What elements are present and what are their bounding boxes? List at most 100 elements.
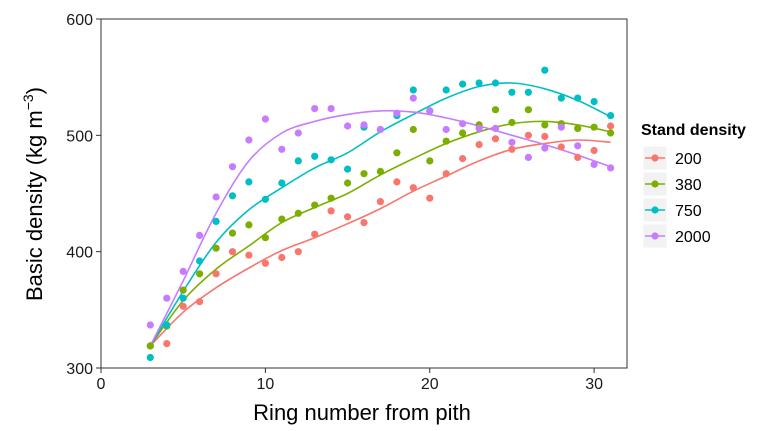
data-point-380 [426,157,434,165]
data-point-2000 [508,138,516,146]
legend-label: 380 [675,177,702,194]
legend-item-750: 750 [642,197,702,223]
data-point-750 [491,79,500,87]
data-point-200 [508,145,516,153]
legend-key-point [651,180,659,188]
data-point-200 [607,122,615,130]
data-point-200 [491,135,500,143]
y-tick-label: 400 [66,245,93,262]
data-point-380 [508,118,516,127]
data-point-380 [294,209,302,217]
data-point-750 [311,152,319,160]
data-point-380 [541,121,549,129]
y-axis-title-main: Basic density (kg m [22,110,47,301]
legend-key-point [651,232,659,240]
data-point-2000 [146,321,154,329]
data-point-750 [163,321,171,329]
data-point-750 [278,179,286,187]
data-point-380 [179,286,187,294]
data-point-380 [146,342,154,350]
data-point-380 [327,194,335,202]
y-axis-title: Basic density (kg m−3) [20,87,47,301]
data-point-750 [261,195,269,203]
data-point-200 [327,207,335,215]
legend-title: Stand density [641,122,746,139]
data-point-750 [557,94,565,102]
data-point-750 [590,98,598,106]
data-point-380 [442,137,450,145]
data-point-2000 [196,231,204,239]
data-point-200 [574,153,582,161]
data-point-200 [541,132,549,141]
data-point-380 [590,123,598,131]
data-point-380 [344,179,352,187]
data-point-2000 [327,105,335,113]
legend-label: 200 [675,151,702,168]
data-point-200 [475,141,483,149]
data-point-2000 [426,107,434,115]
data-point-2000 [344,122,352,130]
data-point-200 [360,219,368,227]
data-point-380 [245,221,253,229]
data-point-2000 [376,125,384,134]
axis-ticks: 0 10 20 30 300 400 500 600 [66,12,603,393]
data-point-750 [541,66,549,74]
data-point-200 [409,184,417,192]
data-point-380 [311,201,319,209]
data-point-750 [459,80,467,88]
data-point-200 [212,270,220,278]
data-point-750 [574,94,582,102]
legend: Stand density 200 380 750 2000 [641,122,746,249]
data-point-200 [278,253,286,262]
data-point-2000 [245,136,253,144]
data-point-2000 [311,105,319,113]
data-point-200 [344,213,352,221]
data-point-380 [261,234,269,242]
legend-key-point [651,154,659,162]
data-point-750 [245,178,253,186]
data-point-200 [294,248,302,256]
data-point-2000 [360,121,368,129]
data-point-750 [475,79,483,87]
data-point-2000 [491,124,500,132]
data-point-200 [261,259,269,267]
data-point-200 [376,198,384,206]
legend-key-point [651,206,659,214]
legend-items: 200 380 750 2000 [642,145,711,249]
data-point-2000 [278,145,286,153]
data-point-380 [212,244,220,252]
data-point-2000 [393,109,401,117]
data-point-750 [344,165,352,173]
data-point-2000 [409,94,417,102]
data-point-200 [393,178,401,186]
data-point-200 [590,146,598,155]
data-point-380 [278,215,286,223]
data-point-750 [327,156,335,164]
data-point-2000 [459,120,467,128]
data-point-750 [409,86,417,94]
data-point-750 [146,353,154,362]
data-point-2000 [261,115,269,123]
fit-line-2000 [149,109,611,347]
y-tick-label: 600 [66,12,93,29]
data-point-380 [524,106,533,114]
data-point-750 [179,294,187,302]
data-point-750 [228,192,237,200]
data-points [146,66,615,362]
data-point-750 [607,112,615,120]
data-point-200 [163,340,171,348]
data-point-200 [228,248,237,256]
data-point-380 [196,270,204,278]
legend-item-2000: 2000 [642,223,711,249]
data-point-200 [426,194,434,202]
data-point-2000 [541,144,549,152]
data-point-380 [360,170,368,178]
data-point-380 [491,106,500,114]
legend-item-380: 380 [642,171,702,197]
x-axis-title: Ring number from pith [253,400,471,425]
data-point-750 [196,257,204,265]
y-tick-label: 500 [66,128,93,145]
data-point-2000 [212,193,220,201]
data-point-2000 [179,267,187,275]
data-point-2000 [607,164,615,172]
